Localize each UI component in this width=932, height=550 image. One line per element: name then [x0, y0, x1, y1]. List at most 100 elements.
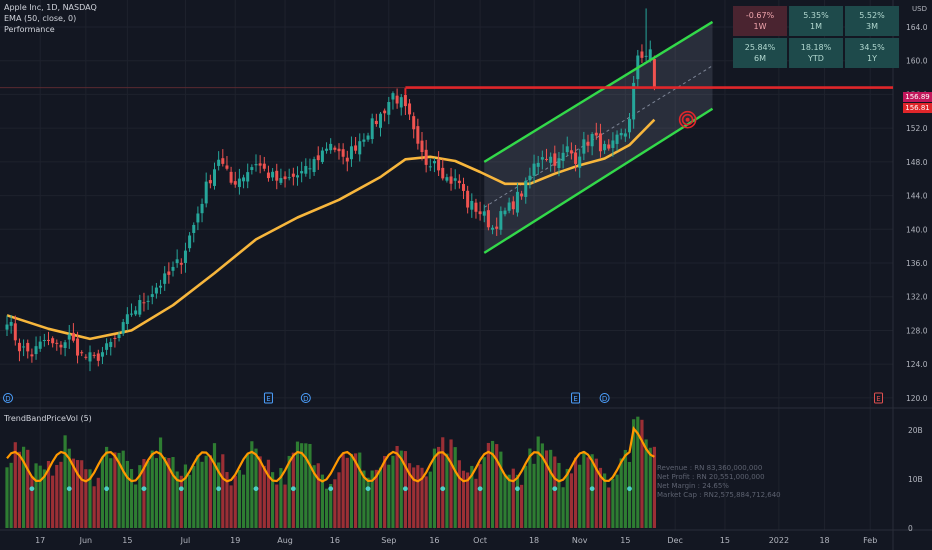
candle [565, 136, 569, 157]
dividend-event-marker[interactable]: D [300, 393, 311, 404]
volume-signal-dot [216, 486, 222, 492]
performance-period: 1Y [867, 54, 877, 63]
volume-bar [627, 461, 632, 528]
volume-bar [420, 467, 424, 528]
candle-body [379, 113, 382, 128]
candle-body [520, 193, 524, 197]
volume-bar [200, 461, 204, 528]
volume-bar [607, 487, 611, 528]
candle [540, 150, 544, 170]
candle-body [316, 155, 320, 161]
candle-body [242, 177, 246, 182]
candle-body [482, 211, 486, 216]
candle-body [38, 341, 42, 349]
volume-signal-dot [253, 486, 259, 492]
candle [175, 249, 179, 268]
candle-body [507, 202, 511, 211]
target-marker-mid [681, 113, 694, 126]
candle-body [246, 172, 250, 182]
x-tick-label: Jun [79, 536, 93, 545]
volume-bar [308, 443, 312, 528]
candle-body [17, 342, 21, 352]
candle [96, 349, 100, 367]
volume-bar [573, 457, 578, 528]
candle [441, 159, 445, 181]
volume-bar [416, 465, 420, 528]
ema-legend[interactable]: EMA (50, close, 0) [4, 14, 77, 23]
candle [254, 154, 258, 172]
candle-body [71, 332, 75, 341]
volume-bar [241, 474, 246, 528]
candle-body [279, 178, 283, 183]
volume-bar [424, 476, 428, 528]
candle-body [42, 339, 46, 341]
candle-body [453, 178, 457, 181]
volume-bar [598, 467, 603, 528]
symbol-legend[interactable]: Apple Inc, 1D, NASDAQ [4, 3, 97, 12]
candle-body [105, 343, 109, 350]
candle-body [569, 150, 573, 154]
earnings-event-marker[interactable]: E [263, 392, 273, 404]
x-tick-label: 15 [122, 536, 132, 545]
candle-body [146, 300, 150, 302]
performance-value: 5.35% [803, 11, 829, 20]
performance-value: 25.84% [744, 43, 776, 52]
candle-body [262, 163, 266, 169]
volume-bar [225, 472, 229, 528]
candle-body [188, 235, 192, 249]
y-tick-label: 120.0 [906, 394, 928, 403]
candle [374, 113, 378, 127]
dividend-event-marker[interactable]: D [3, 393, 13, 404]
volume-bar [486, 442, 490, 528]
candle [391, 91, 395, 110]
candle [349, 136, 353, 167]
volume-bar [212, 443, 217, 528]
volume-indicator-legend[interactable]: TrendBandPriceVol (5) [4, 414, 92, 423]
candle [520, 190, 524, 200]
candle-body [603, 144, 607, 151]
volume-bar [499, 451, 503, 528]
candle [491, 225, 495, 235]
volume-signal-dot [365, 486, 371, 492]
volume-tick-label: 0 [908, 524, 913, 533]
candle-body [528, 175, 532, 181]
y-tick-label: 144.0 [906, 192, 928, 201]
volume-bar [528, 448, 532, 528]
candle [408, 99, 412, 120]
candle-body [474, 202, 478, 212]
performance-period: 3M [866, 22, 878, 31]
candle-body [250, 167, 254, 170]
candle [607, 139, 611, 151]
volume-bar [258, 456, 262, 528]
candle [632, 75, 636, 129]
candle [67, 324, 71, 349]
candle [63, 339, 67, 357]
volume-signal-dot [403, 486, 408, 492]
candles-group [5, 8, 656, 372]
candle [478, 201, 482, 221]
y-tick-label: 152.0 [906, 124, 928, 133]
performance-period: 1W [753, 22, 767, 31]
performance-table: -0.67% 1W 5.35% 1M 5.52% 3M 25.84% 6M 18.18%… [733, 6, 899, 68]
event-marker-shape [263, 392, 273, 404]
volume-bar [520, 484, 524, 528]
candle [462, 177, 465, 199]
volume-bar [549, 449, 553, 528]
volume-signal-dot [104, 486, 109, 492]
candle-body [55, 342, 59, 344]
candle-body [130, 313, 133, 315]
volume-bar [428, 471, 432, 528]
volume-bar [453, 447, 457, 528]
earnings-event-marker[interactable]: E [874, 392, 883, 404]
volume-bar [586, 457, 590, 528]
candle-body [557, 158, 561, 168]
performance-legend[interactable]: Performance [4, 25, 55, 34]
candle-body [511, 201, 515, 210]
candle-body [154, 287, 158, 294]
earnings-event-marker[interactable]: E [571, 392, 581, 404]
volume-bar [75, 460, 80, 528]
volume-bar [138, 465, 142, 528]
dividend-event-marker[interactable]: D [599, 393, 610, 404]
volume-bar [383, 455, 387, 528]
